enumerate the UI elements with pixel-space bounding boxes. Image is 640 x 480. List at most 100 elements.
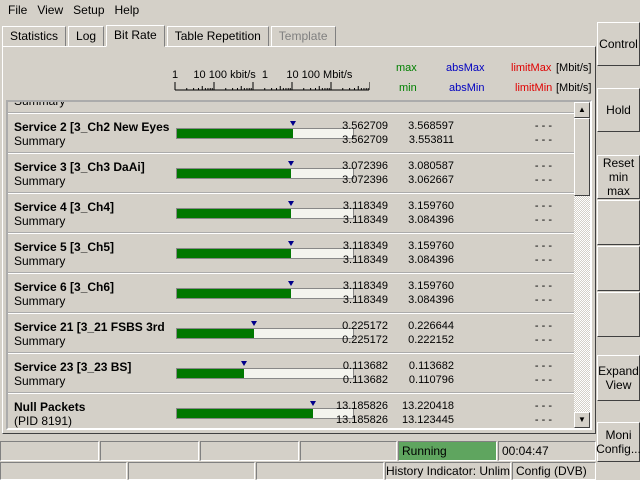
value-max: 0.225172 bbox=[342, 320, 388, 332]
row-subtitle: Summary bbox=[14, 294, 66, 308]
reset-min-max-button[interactable]: Reset min max bbox=[597, 155, 640, 199]
status-cell-3 bbox=[200, 441, 299, 461]
value-absmax: 3.159760 bbox=[408, 240, 454, 252]
status-cell-1 bbox=[0, 441, 99, 461]
menu-setup[interactable]: Setup bbox=[73, 3, 105, 17]
list-item[interactable]: Service 21 [3_21 FSBS 3rd Summary 0.2251… bbox=[8, 314, 576, 354]
list-item[interactable]: Service 2 [3_Ch2 New Eyes Summary 3.5627… bbox=[8, 114, 576, 154]
value-absmax: 3.159760 bbox=[408, 280, 454, 292]
bitrate-bar-fill bbox=[177, 369, 244, 378]
header-limitmax: limitMax bbox=[511, 62, 552, 74]
header-absmin: absMin bbox=[449, 82, 485, 94]
vertical-scrollbar[interactable]: ▲ ▼ bbox=[574, 102, 590, 428]
value-absmax: 3.080587 bbox=[408, 160, 454, 172]
value-absmin: 0.222152 bbox=[408, 334, 454, 346]
value-absmax: 3.159760 bbox=[408, 200, 454, 212]
tab-table-repetition[interactable]: Table Repetition bbox=[166, 26, 269, 47]
empty-button-2[interactable] bbox=[597, 246, 640, 291]
bit-rate-panel bbox=[2, 46, 596, 434]
hold-button[interactable]: Hold bbox=[597, 88, 640, 132]
config-indicator: Config (DVB) bbox=[512, 462, 596, 480]
value-min: 0.113682 bbox=[342, 374, 388, 386]
unit-label-min: [Mbit/s] bbox=[556, 82, 592, 94]
history-indicator: History Indicator: Unlimited bbox=[385, 462, 511, 480]
row-title: Service 6 [3_Ch6] bbox=[14, 280, 115, 294]
value-limitmax: - - - bbox=[534, 280, 552, 292]
scroll-down-arrow-icon[interactable]: ▼ bbox=[574, 412, 590, 428]
max-marker-icon bbox=[241, 361, 247, 366]
moni-config-button[interactable]: Moni Config... bbox=[596, 422, 640, 462]
value-absmin: 3.084396 bbox=[408, 254, 454, 266]
max-marker-icon bbox=[288, 201, 294, 206]
list-item[interactable]: Service 3 [3_Ch3 DaAi] Summary 3.072396 … bbox=[8, 154, 576, 194]
expand-view-button[interactable]: Expand View bbox=[597, 355, 640, 401]
value-limitmax: - - - bbox=[534, 160, 552, 172]
value-min: 0.225172 bbox=[342, 334, 388, 346]
menu-bar: File View Setup Help bbox=[0, 0, 596, 22]
value-limitmin: - - - bbox=[534, 294, 552, 306]
row-subtitle: Summary bbox=[14, 334, 66, 348]
log-scale-axis bbox=[174, 82, 370, 91]
bitrate-bar-fill bbox=[177, 329, 254, 338]
value-max: 3.118349 bbox=[342, 280, 388, 292]
row-subtitle: Summary bbox=[14, 174, 66, 188]
value-limitmax: - - - bbox=[534, 120, 552, 132]
value-limitmin: - - - bbox=[534, 414, 552, 426]
list-item[interactable]: Null Packets (PID 8191) 13.185826 13.185… bbox=[8, 394, 576, 428]
value-limitmin: - - - bbox=[534, 334, 552, 346]
menu-view[interactable]: View bbox=[37, 3, 64, 17]
max-marker-icon bbox=[310, 401, 316, 406]
bitrate-bar bbox=[176, 241, 354, 259]
max-marker-icon bbox=[288, 281, 294, 286]
control-button[interactable]: Control bbox=[597, 22, 640, 66]
value-min: 3.118349 bbox=[342, 294, 388, 306]
row-title: Service 21 [3_21 FSBS 3rd bbox=[14, 320, 165, 334]
value-min: 3.118349 bbox=[342, 214, 388, 226]
bitrate-bar-fill bbox=[177, 169, 291, 178]
tab-template: Template bbox=[270, 26, 336, 47]
empty-button-1[interactable] bbox=[597, 200, 640, 245]
value-limitmin: - - - bbox=[534, 134, 552, 146]
bitrate-list: Summary Service 2 [3_Ch2 New Eyes Summar… bbox=[6, 100, 592, 430]
value-max: 0.113682 bbox=[342, 360, 388, 372]
bitrate-bar bbox=[176, 401, 354, 419]
tab-statistics[interactable]: Statistics bbox=[2, 26, 67, 47]
value-limitmin: - - - bbox=[534, 374, 552, 386]
value-limitmax: - - - bbox=[534, 320, 552, 332]
value-limitmin: - - - bbox=[534, 254, 552, 266]
list-item[interactable]: Service 6 [3_Ch6] Summary 3.118349 3.118… bbox=[8, 274, 576, 314]
value-absmin: 3.084396 bbox=[408, 294, 454, 306]
row-subtitle: Summary bbox=[14, 254, 66, 268]
scroll-thumb[interactable] bbox=[574, 118, 590, 196]
value-absmin: 13.123445 bbox=[402, 414, 454, 426]
empty-button-3[interactable] bbox=[597, 292, 640, 337]
max-marker-icon bbox=[288, 241, 294, 246]
value-absmin: 3.062667 bbox=[408, 174, 454, 186]
elapsed-time: 00:04:47 bbox=[498, 441, 596, 461]
tab-bar: Statistics Log Bit Rate Table Repetition… bbox=[2, 25, 338, 47]
row-subtitle: Summary bbox=[14, 134, 66, 148]
status-cell-4 bbox=[300, 441, 397, 461]
row-subtitle: Summary bbox=[14, 100, 66, 108]
scroll-up-arrow-icon[interactable]: ▲ bbox=[574, 102, 590, 118]
menu-file[interactable]: File bbox=[8, 3, 28, 17]
header-max: max bbox=[396, 62, 417, 74]
scale-labels: 1 10 100 kbit/s 1 10 100 Mbit/s bbox=[172, 69, 353, 81]
row-title: Service 2 [3_Ch2 New Eyes bbox=[14, 120, 170, 134]
value-absmax: 13.220418 bbox=[402, 400, 454, 412]
header-absmax: absMax bbox=[446, 62, 485, 74]
row-title: Service 3 [3_Ch3 DaAi] bbox=[14, 160, 145, 174]
list-item[interactable]: Service 23 [3_23 BS] Summary 0.113682 0.… bbox=[8, 354, 576, 394]
list-item[interactable]: Service 5 [3_Ch5] Summary 3.118349 3.118… bbox=[8, 234, 576, 274]
value-limitmax: - - - bbox=[534, 400, 552, 412]
status-cell-6 bbox=[128, 462, 255, 480]
bitrate-bar-fill bbox=[177, 209, 291, 218]
tab-bit-rate[interactable]: Bit Rate bbox=[106, 25, 165, 47]
value-limitmax: - - - bbox=[534, 200, 552, 212]
value-limitmax: - - - bbox=[534, 360, 552, 372]
status-cell-7 bbox=[256, 462, 384, 480]
value-min: 3.072396 bbox=[342, 174, 388, 186]
tab-log[interactable]: Log bbox=[68, 26, 105, 47]
menu-help[interactable]: Help bbox=[114, 3, 140, 17]
list-item[interactable]: Service 4 [3_Ch4] Summary 3.118349 3.118… bbox=[8, 194, 576, 234]
